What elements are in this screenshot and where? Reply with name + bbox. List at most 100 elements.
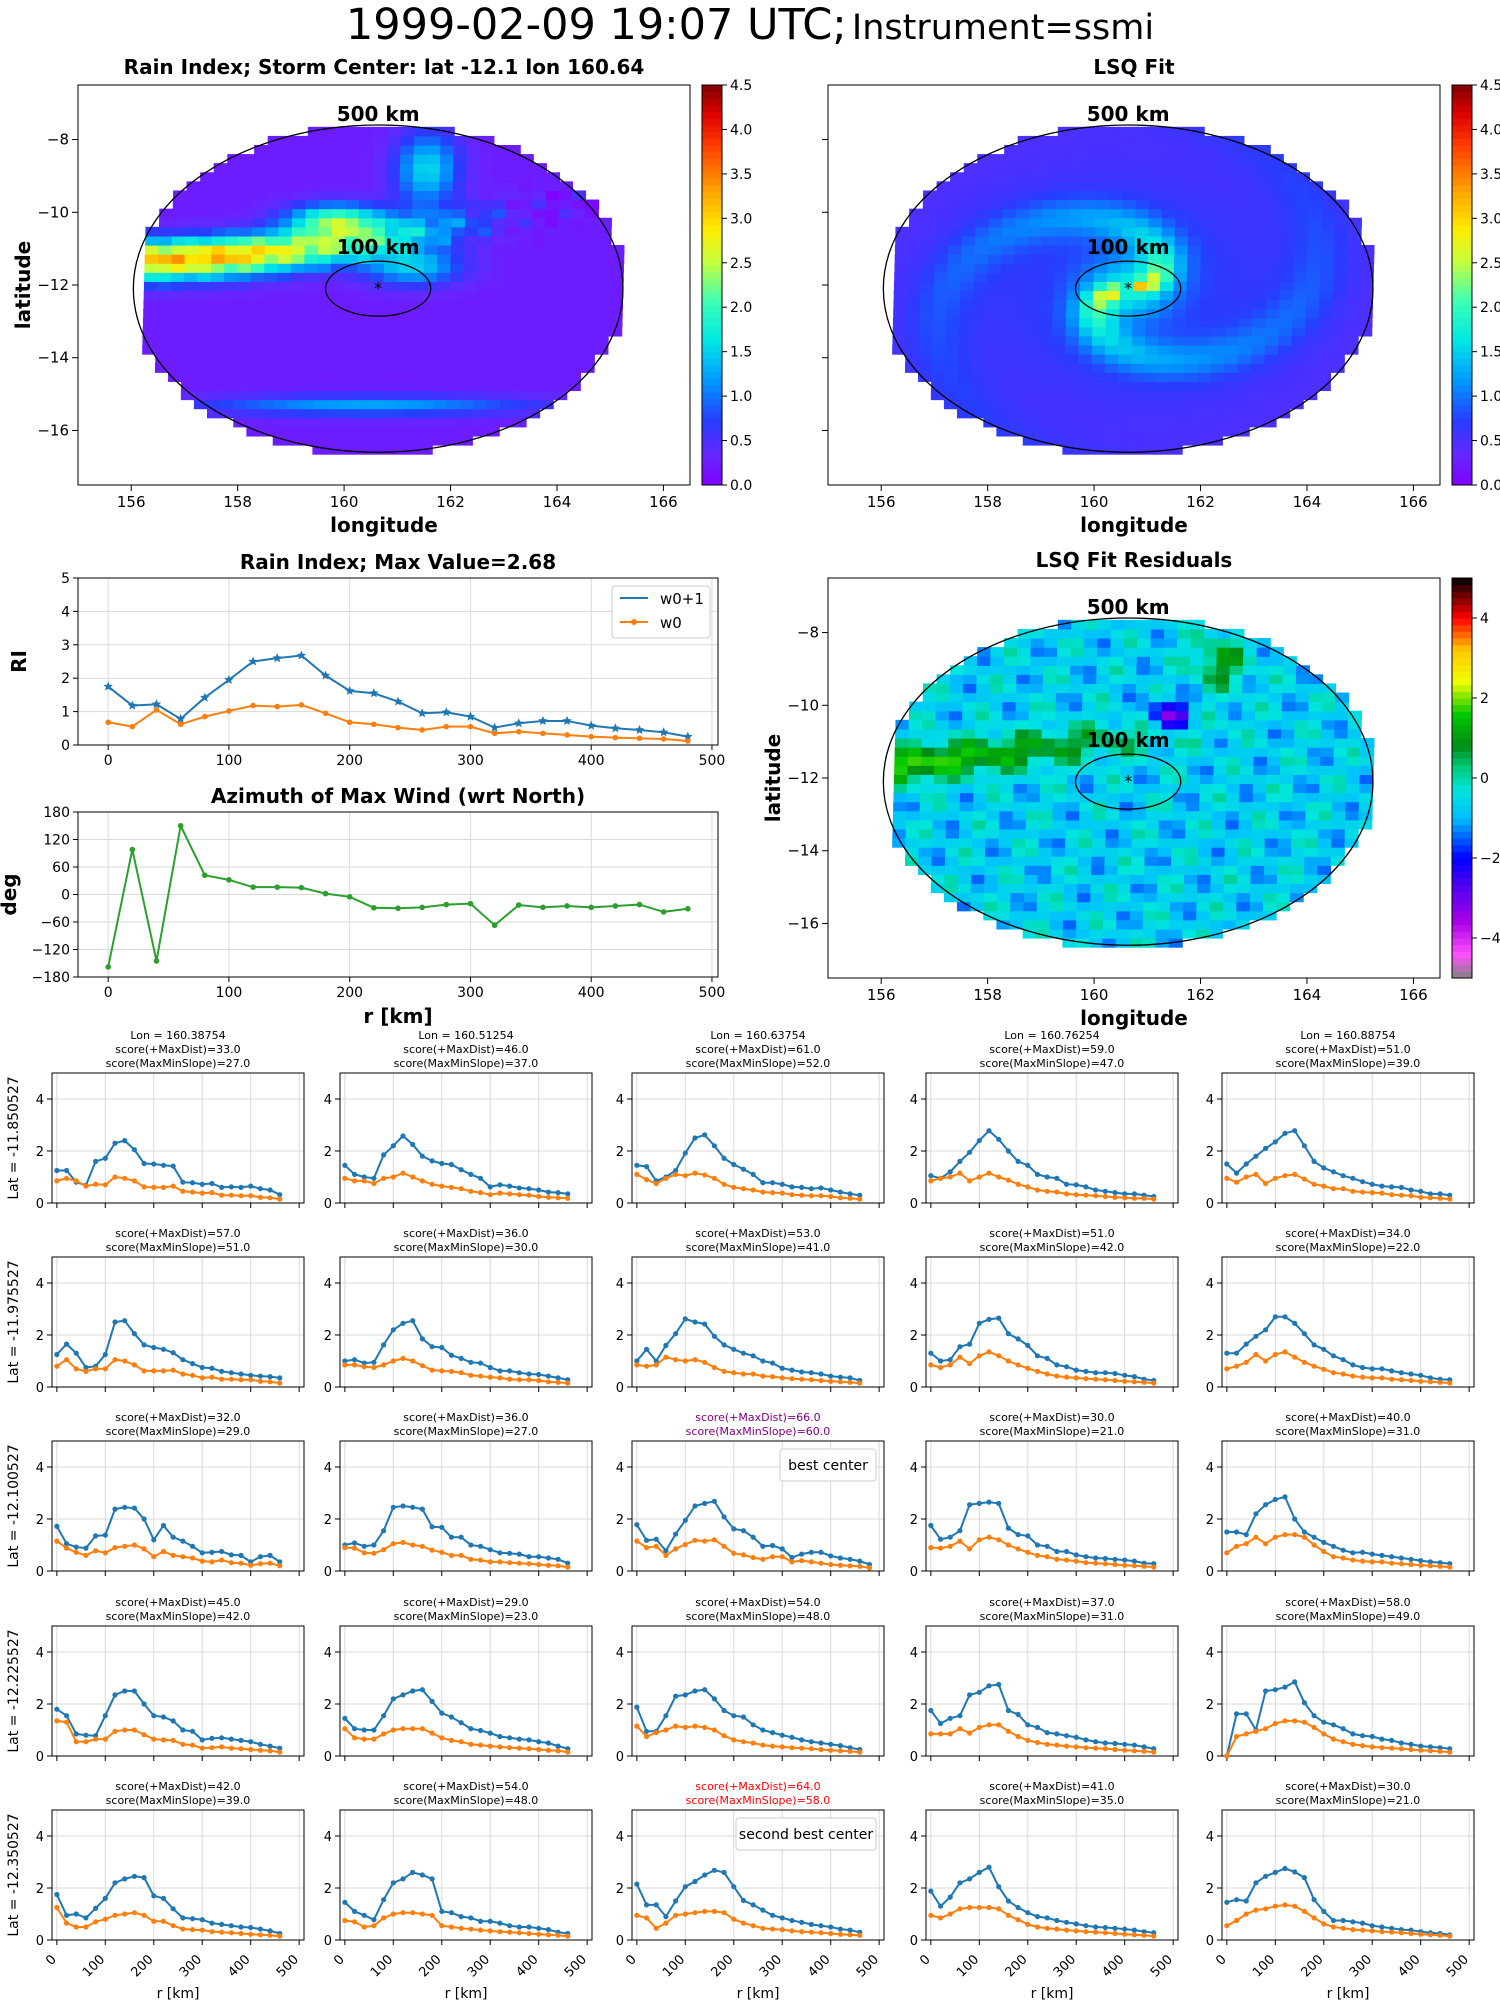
candidate-w0p1-point <box>1321 1165 1327 1171</box>
map-field-cell <box>985 345 1000 355</box>
map-field-cell <box>1120 747 1135 757</box>
candidate-w0-point <box>545 1747 551 1753</box>
map-field-cell <box>595 326 609 337</box>
map-field-cell <box>975 719 990 730</box>
map-field-cell <box>1094 245 1109 255</box>
candidate-w0-point <box>151 1554 157 1560</box>
map-field-cell <box>399 163 414 173</box>
map-field-cell <box>581 335 596 346</box>
map-field-cell <box>1110 145 1125 155</box>
candidate-w0-point <box>410 1542 416 1548</box>
map-title: LSQ Fit Residuals <box>1036 548 1233 572</box>
map-field-cell <box>301 363 316 373</box>
candidate-w0-point <box>1112 1561 1118 1568</box>
candidate-w0p1-point <box>458 1720 464 1726</box>
candidate-w0p1-point <box>507 1183 513 1189</box>
map-field-cell <box>1200 765 1215 775</box>
map-field-cell <box>1056 665 1071 675</box>
map-field-cell <box>1157 372 1172 382</box>
map-field-cell <box>339 435 354 446</box>
map-field-cell <box>1359 765 1374 775</box>
map-field-cell <box>544 226 559 237</box>
candidate-w0-point <box>1073 1558 1079 1564</box>
map-field-cell <box>355 345 369 355</box>
map-field-cell <box>1169 928 1183 939</box>
map-field-cell <box>1015 217 1030 228</box>
map-field-cell <box>1347 728 1362 739</box>
map-field-cell <box>1064 856 1079 866</box>
map-field-cell <box>1016 674 1031 685</box>
candidate-w0p1-point <box>1233 1350 1240 1356</box>
map-field-cell <box>1225 326 1240 337</box>
map-field-cell <box>500 372 515 382</box>
colorbar-swatch <box>1452 418 1472 426</box>
map-field-cell <box>355 335 370 346</box>
candidate-w0p1-point <box>711 1498 717 1504</box>
map-field-cell <box>1242 665 1257 675</box>
map-field-cell <box>1110 628 1125 639</box>
map-field-cell <box>252 190 267 201</box>
candidate-w0p1-point <box>277 1745 283 1751</box>
map-field-cell <box>1253 281 1268 292</box>
map-field-cell <box>384 245 399 255</box>
map-field-cell <box>346 172 361 182</box>
map-field-cell <box>1222 910 1237 921</box>
series-azimuth-point <box>443 901 450 908</box>
map-field-cell <box>553 381 568 392</box>
map-field-cell <box>540 390 554 401</box>
map-field-cell <box>894 765 909 775</box>
map-field-cell <box>1004 638 1019 648</box>
map-field-cell <box>1063 883 1078 894</box>
map-field-cell <box>1136 656 1151 666</box>
colorbar-swatch <box>1452 411 1472 419</box>
map-field-cell <box>1213 281 1228 292</box>
map-field-cell <box>1069 190 1084 201</box>
candidate-w0-point <box>228 1745 234 1751</box>
page-title-instrument: Instrument=ssmi <box>851 8 1155 48</box>
map-field-cell <box>1161 719 1176 730</box>
candidate-w0p1-point <box>1243 1532 1249 1538</box>
candidate-w0p1-point <box>1427 1191 1433 1197</box>
map-field-cell <box>1109 665 1124 675</box>
legend-label-w0p1: w0+1 <box>660 590 704 608</box>
map-field-cell <box>1269 163 1284 173</box>
map-field-cell <box>568 317 583 328</box>
map-field-cell <box>450 245 465 255</box>
panel-score-maxdist: score(+MaxDist)=36.0 <box>403 1227 528 1240</box>
map-field-cell <box>1015 226 1030 237</box>
map-field-cell <box>466 145 481 155</box>
map-field-cell <box>1198 335 1213 346</box>
map-field-cell <box>409 317 423 328</box>
map-field-cell <box>530 272 544 282</box>
map-field-cell <box>1062 445 1077 455</box>
map-field-cell <box>399 190 414 201</box>
map-field-cell <box>195 326 210 337</box>
panel-score-maxminslope: score(MaxMinSlope)=31.0 <box>1276 1425 1421 1438</box>
candidate-w0-point <box>1379 1190 1385 1196</box>
candidate-w0p1-point <box>151 1537 157 1543</box>
candidate-w0p1-point <box>565 1560 571 1566</box>
map-field-cell <box>1012 335 1027 346</box>
map-field-cell <box>906 792 921 803</box>
map-field-cell <box>453 135 468 146</box>
map-field-cell <box>973 290 988 301</box>
map-field-cell <box>411 217 426 228</box>
map-field-cell <box>276 281 291 292</box>
map-field-cell <box>1294 719 1309 730</box>
map-field-cell <box>893 792 908 803</box>
map-field-cell <box>492 181 507 192</box>
map-field-cell <box>514 354 529 364</box>
map-field-cell <box>196 308 211 319</box>
colorbar-tick-label: 1.0 <box>730 389 752 405</box>
series-w0p1-point <box>175 713 186 723</box>
map-field-cell <box>1155 928 1170 939</box>
map-field-cell <box>1242 683 1257 694</box>
map-field-cell <box>1039 317 1054 328</box>
map-field-cell <box>248 335 263 346</box>
candidate-w0p1-point <box>545 1740 551 1746</box>
candidate-w0-point <box>565 1749 571 1755</box>
map-field-cell <box>1162 674 1177 685</box>
ytick-label: 4 <box>36 1277 44 1292</box>
plot-area <box>926 1257 1178 1387</box>
colorbar-swatch <box>1452 711 1472 719</box>
